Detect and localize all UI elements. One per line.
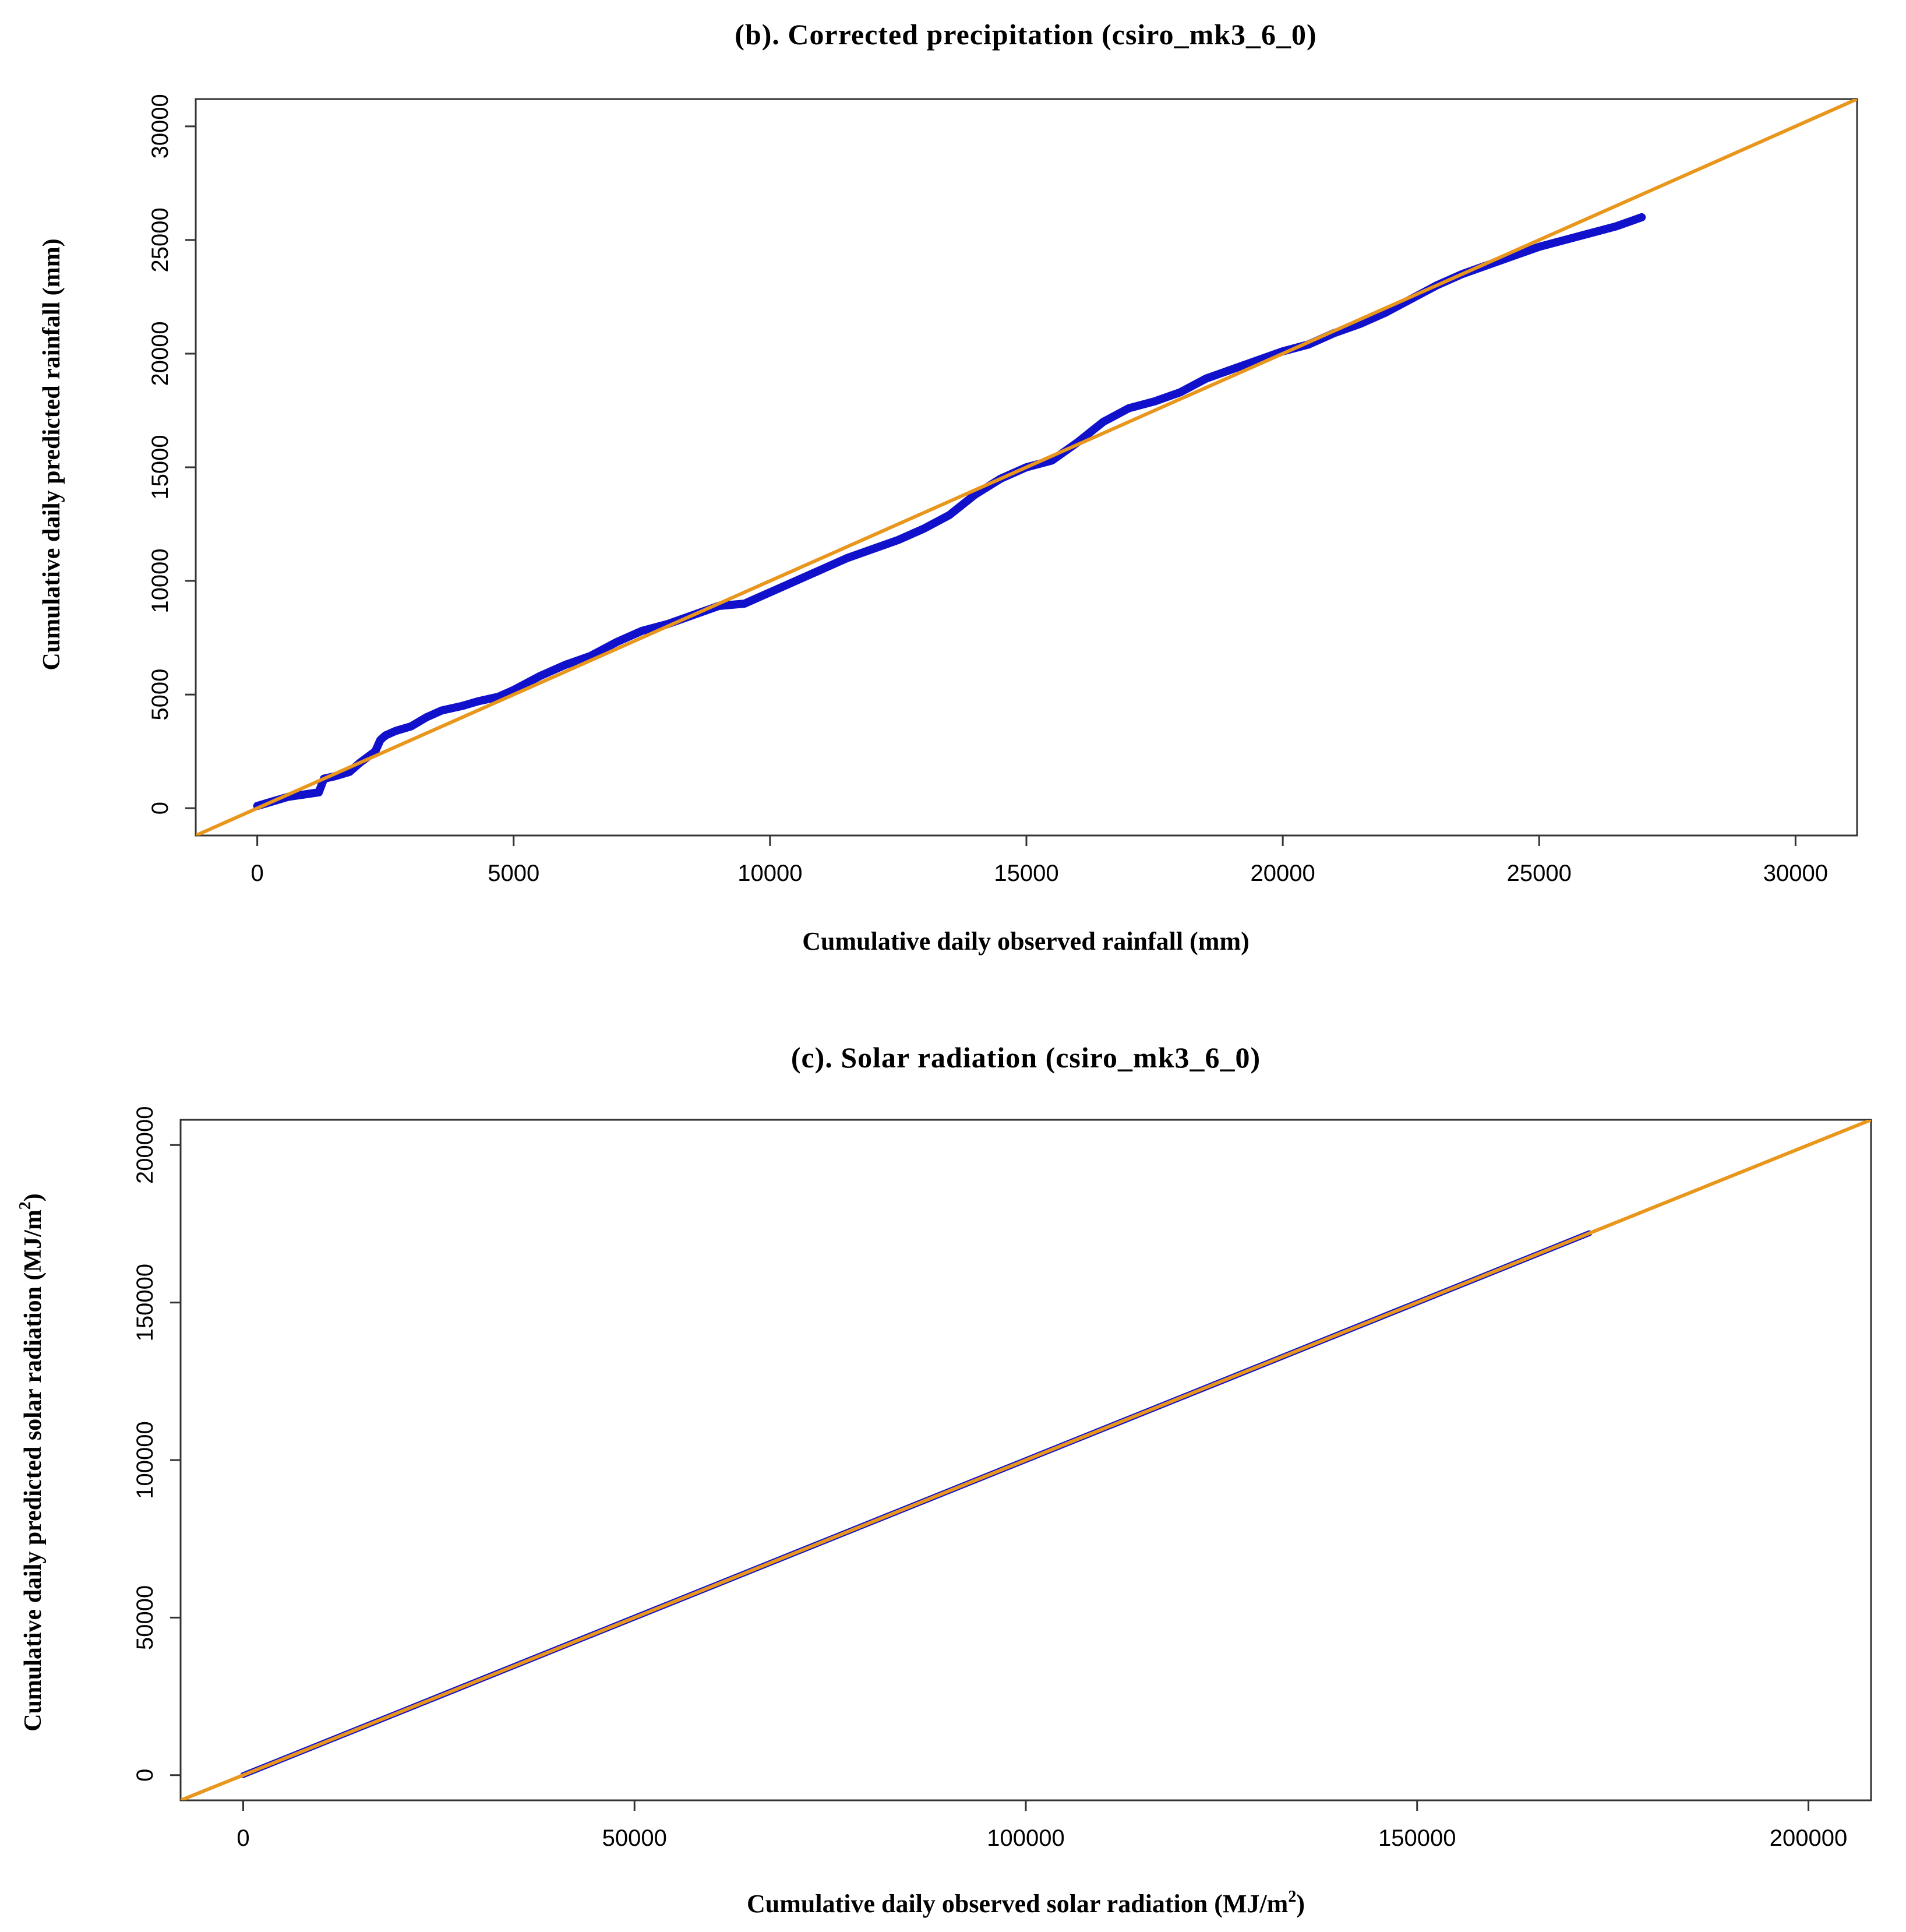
x-tick-label: 50000 — [602, 1825, 667, 1851]
x-tick-label: 0 — [251, 861, 264, 886]
y-tick-label: 20000 — [147, 321, 173, 386]
y-tick-label: 5000 — [147, 669, 173, 721]
x-axis-label-close: ) — [1296, 1889, 1305, 1918]
chart-title: (c). Solar radiation (csiro_mk3_6_0) — [791, 1041, 1261, 1074]
x-tick-label: 100000 — [987, 1825, 1064, 1851]
y-tick-label: 25000 — [147, 207, 173, 272]
plot-area — [196, 99, 1857, 835]
y-tick-label: 30000 — [147, 94, 173, 158]
y-tick-label: 200000 — [132, 1106, 158, 1184]
y-axis: 0 5000 10000 15000 20000 25000 30000 — [147, 94, 196, 815]
y-tick-label: 0 — [132, 1769, 158, 1782]
plot-area — [181, 1120, 1871, 1800]
x-tick-label: 150000 — [1378, 1825, 1456, 1851]
y-axis-label: Cumulative daily predicted solar radiati… — [16, 1193, 47, 1732]
y-axis: 0 50000 100000 150000 200000 — [132, 1106, 181, 1782]
y-axis-label: Cumulative daily predicted rainfall (mm) — [38, 238, 65, 670]
solar-radiation-panel: (c). Solar radiation (csiro_mk3_6_0) Cum… — [16, 1041, 1872, 1918]
x-tick-label: 5000 — [488, 861, 539, 886]
cumulative-series-line — [253, 213, 1646, 810]
x-axis-label-superscript: 2 — [1288, 1888, 1296, 1906]
x-tick-label: 25000 — [1507, 861, 1572, 886]
x-axis: 0 50000 100000 150000 200000 — [237, 1800, 1847, 1851]
y-axis-label-superscript: 2 — [16, 1201, 34, 1210]
x-tick-label: 15000 — [994, 861, 1058, 886]
y-tick-label: 15000 — [147, 435, 173, 499]
one-to-one-reference-line — [181, 1120, 1871, 1800]
one-to-one-reference-line — [196, 99, 1857, 835]
x-axis-label-text: Cumulative daily observed solar radiatio… — [747, 1889, 1288, 1918]
x-axis-label: Cumulative daily observed solar radiatio… — [747, 1888, 1305, 1918]
x-axis-label: Cumulative daily observed rainfall (mm) — [802, 927, 1250, 956]
y-tick-label: 100000 — [132, 1421, 158, 1499]
x-tick-label: 200000 — [1770, 1825, 1847, 1851]
y-tick-label: 150000 — [132, 1264, 158, 1341]
x-axis: 0 5000 10000 15000 20000 25000 30000 — [251, 835, 1828, 886]
x-tick-label: 0 — [237, 1825, 249, 1851]
y-axis-label-close: ) — [20, 1193, 47, 1201]
y-tick-label: 0 — [147, 802, 173, 815]
precipitation-panel: (b). Corrected precipitation (csiro_mk3_… — [38, 18, 1858, 956]
y-axis-label-text: Cumulative daily predicted solar radiati… — [20, 1210, 47, 1732]
y-tick-label: 50000 — [132, 1585, 158, 1650]
y-tick-label: 10000 — [147, 548, 173, 613]
chart-title: (b). Corrected precipitation (csiro_mk3_… — [735, 18, 1316, 51]
x-tick-label: 10000 — [737, 861, 802, 886]
x-tick-label: 30000 — [1763, 861, 1828, 886]
x-tick-label: 20000 — [1251, 861, 1315, 886]
